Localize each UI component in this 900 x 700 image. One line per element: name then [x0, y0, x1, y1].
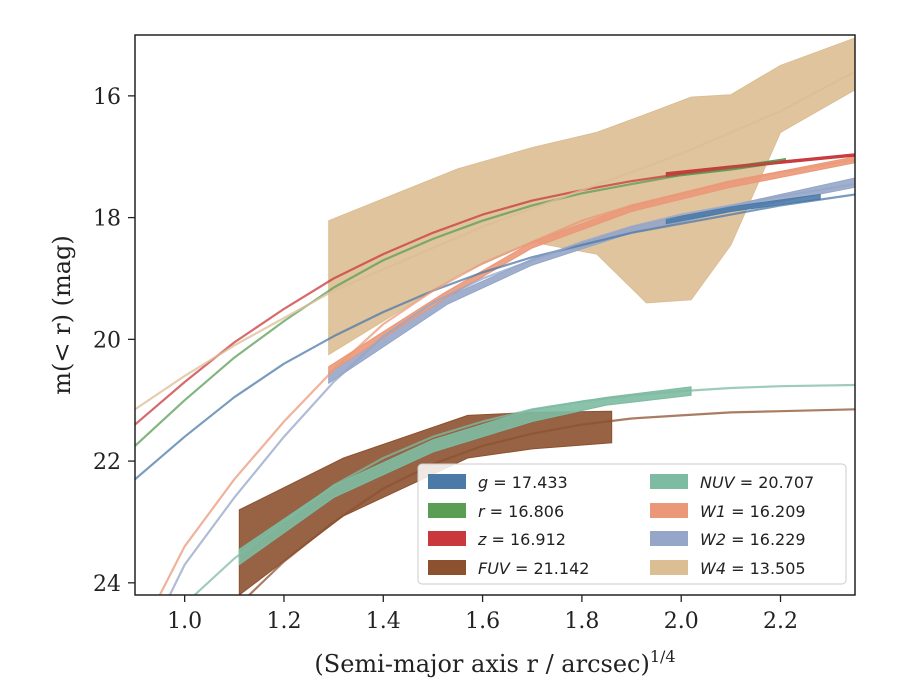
data-band-nuv: [238, 386, 692, 566]
x-tick-label: 2.0: [664, 609, 699, 634]
x-tick-label: 1.4: [366, 609, 401, 634]
legend-box: [417, 463, 847, 585]
x-axis-label: (Semi-major axis r / arcsec)1/4: [314, 647, 675, 678]
data-band-w2: [328, 177, 855, 385]
legend-label-z: z = 16.912: [477, 530, 566, 549]
x-axis-label-text: (Semi-major axis r / arcsec): [314, 650, 649, 678]
model-line-nuv: [193, 383, 855, 595]
x-axis-label-exponent: 1/4: [650, 647, 676, 666]
x-tick-label: 2.2: [763, 609, 798, 634]
legend: g = 17.433 r = 16.806 z = 16.912 FUV = 21.1…: [417, 463, 847, 585]
x-tick-label: 1.0: [167, 609, 202, 634]
legend-label-r: r = 16.806: [478, 502, 564, 521]
plot-frame: [134, 34, 856, 596]
y-axis: 16 18 20 22 24: [93, 85, 135, 597]
y-axis-label: m(< r) (mag): [48, 235, 76, 394]
x-axis: 1.0 1.2 1.4 1.6 1.8 2.0 2.2: [167, 595, 798, 634]
y-tick-label: 22: [93, 450, 121, 475]
legend-label-nuv: NUV = 20.707: [700, 473, 814, 492]
model-line-g: [135, 193, 855, 481]
legend-label-fuv: FUV = 21.142: [478, 559, 589, 578]
y-tick-label: 24: [93, 572, 121, 597]
legend-swatch-w2: [650, 531, 688, 546]
legend-swatch-fuv: [428, 560, 466, 575]
legend-swatch-r: [428, 503, 466, 518]
legend-label-w4: W4 = 13.505: [700, 559, 806, 578]
model-line-w4: [135, 70, 855, 411]
x-tick-label: 1.2: [266, 609, 301, 634]
legend-swatch-w4: [650, 560, 688, 575]
model-line-z: [135, 154, 855, 426]
legend-label-w1: W1 = 16.209: [700, 502, 806, 521]
legend-swatch-nuv: [650, 474, 688, 489]
legend-label-w2: W2 = 16.229: [700, 530, 806, 549]
x-tick-label: 1.6: [465, 609, 500, 634]
model-line-fuv: [248, 408, 855, 595]
model-line-w1: [158, 158, 855, 595]
y-tick-label: 16: [93, 85, 121, 110]
model-lines: [135, 70, 855, 595]
legend-swatch-g: [428, 474, 466, 489]
model-line-r: [135, 160, 781, 447]
legend-label-g: g = 17.433: [478, 473, 568, 492]
legend-swatch-w1: [650, 503, 688, 518]
y-tick-label: 20: [93, 328, 121, 353]
model-line-w2: [168, 183, 855, 595]
x-tick-label: 1.8: [564, 609, 599, 634]
legend-swatch-z: [428, 531, 466, 546]
y-tick-label: 18: [93, 207, 121, 232]
